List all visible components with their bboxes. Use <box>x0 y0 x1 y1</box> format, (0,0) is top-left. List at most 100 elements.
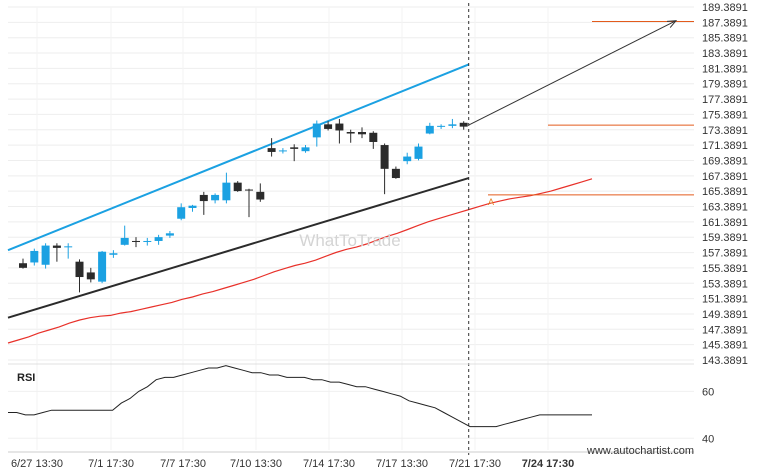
candle-body <box>324 124 333 129</box>
y-tick-label: 161.3891 <box>702 217 748 229</box>
source-credit: www.autochartist.com <box>586 445 694 457</box>
candle <box>52 243 61 262</box>
channel-upper-line <box>7 63 470 252</box>
candle <box>41 243 50 269</box>
y-tick-label: 163.3891 <box>702 202 748 214</box>
candle-body <box>143 240 152 242</box>
y-tick-label: 145.3891 <box>702 340 748 352</box>
candle-body <box>245 189 253 191</box>
candle <box>437 124 446 129</box>
x-tick-label: 7/21 17:30 <box>449 458 501 470</box>
candle <box>358 127 366 139</box>
y-tick-label: 177.3891 <box>702 94 748 106</box>
candle <box>256 183 265 202</box>
candle-body <box>346 132 355 134</box>
candle-body <box>233 182 242 192</box>
candle <box>222 172 231 204</box>
candle-body <box>199 194 208 202</box>
y-tick-label: 167.3891 <box>702 171 748 183</box>
candle-body <box>211 194 220 201</box>
y-tick-label: 185.3891 <box>702 33 748 45</box>
candle-body <box>290 147 299 149</box>
y-tick-label: 179.3891 <box>702 79 748 91</box>
candle <box>324 121 333 131</box>
y-tick-label: 169.3891 <box>702 155 748 167</box>
projection-arrow-head <box>666 20 678 28</box>
projection-layer <box>468 20 678 126</box>
y-tick-label: 157.3891 <box>702 248 748 260</box>
candle <box>132 237 140 248</box>
candle-body <box>425 125 434 134</box>
candle <box>245 188 253 218</box>
candle-body <box>267 148 276 152</box>
x-axis-labels: 6/27 13:30 7/1 17:30 7/7 17:30 7/10 13:30 7/… <box>8 451 694 470</box>
candle <box>403 152 412 165</box>
candle <box>346 129 355 143</box>
candle-body <box>98 251 107 282</box>
x-tick-label: 7/10 13:30 <box>230 458 282 470</box>
y-tick-label: 165.3891 <box>702 186 748 198</box>
candle-body <box>86 272 95 280</box>
y-axis-labels: 189.3891 187.3891 185.3891 183.3891 181.3891… <box>702 2 748 367</box>
candle-body <box>312 123 321 138</box>
candle-body <box>188 205 197 208</box>
candle-body <box>120 237 129 245</box>
candle <box>233 181 242 192</box>
candle-body <box>222 182 231 201</box>
candle <box>19 258 27 269</box>
candle <box>75 259 84 293</box>
levels-layer: A <box>468 3 694 455</box>
candle <box>335 118 344 144</box>
candle <box>459 121 468 130</box>
candle-body <box>256 191 265 200</box>
rsi-line <box>8 365 592 428</box>
candle <box>199 191 208 215</box>
candle-body <box>369 132 378 142</box>
candle <box>414 143 423 161</box>
x-tick-label: 7/1 17:30 <box>88 458 134 470</box>
candle <box>30 248 39 266</box>
candle <box>143 237 152 246</box>
rsi-tick-label: 60 <box>702 386 714 398</box>
candle <box>267 138 276 157</box>
y-tick-label: 175.3891 <box>702 109 748 121</box>
candle-body <box>19 263 27 268</box>
candle-body <box>278 150 287 152</box>
y-tick-label: 181.3891 <box>702 63 748 75</box>
candle <box>177 203 186 221</box>
candle <box>278 148 287 154</box>
candle <box>290 144 299 162</box>
candle-body <box>41 245 50 265</box>
x-tick-label: 7/17 13:30 <box>376 458 428 470</box>
y-tick-label: 159.3891 <box>702 232 748 244</box>
candle <box>188 204 197 212</box>
candle-body <box>437 125 446 127</box>
candle-body <box>30 250 39 263</box>
y-tick-label: 151.3891 <box>702 294 748 306</box>
moving-average-layer <box>7 178 593 344</box>
candle <box>380 143 389 195</box>
candle <box>425 122 434 135</box>
candle-body <box>301 147 310 152</box>
y-tick-label: 187.3891 <box>702 17 748 29</box>
y-tick-label: 149.3891 <box>702 309 748 321</box>
x-tick-label: 6/27 13:30 <box>11 458 63 470</box>
candle <box>154 234 163 245</box>
candle-body <box>154 237 163 241</box>
candle-body <box>64 246 73 248</box>
candle-body <box>75 261 84 278</box>
candle <box>369 131 378 149</box>
candle-body <box>358 132 366 135</box>
candles-layer <box>19 118 468 293</box>
channel-lower-line <box>7 177 469 319</box>
candle-body <box>448 124 457 126</box>
candle-body <box>109 253 118 255</box>
candle-body <box>414 146 423 159</box>
candle-body <box>165 233 174 236</box>
candle-body <box>335 123 344 131</box>
candle <box>64 243 73 259</box>
candle-body <box>132 240 140 242</box>
candle <box>86 267 95 283</box>
